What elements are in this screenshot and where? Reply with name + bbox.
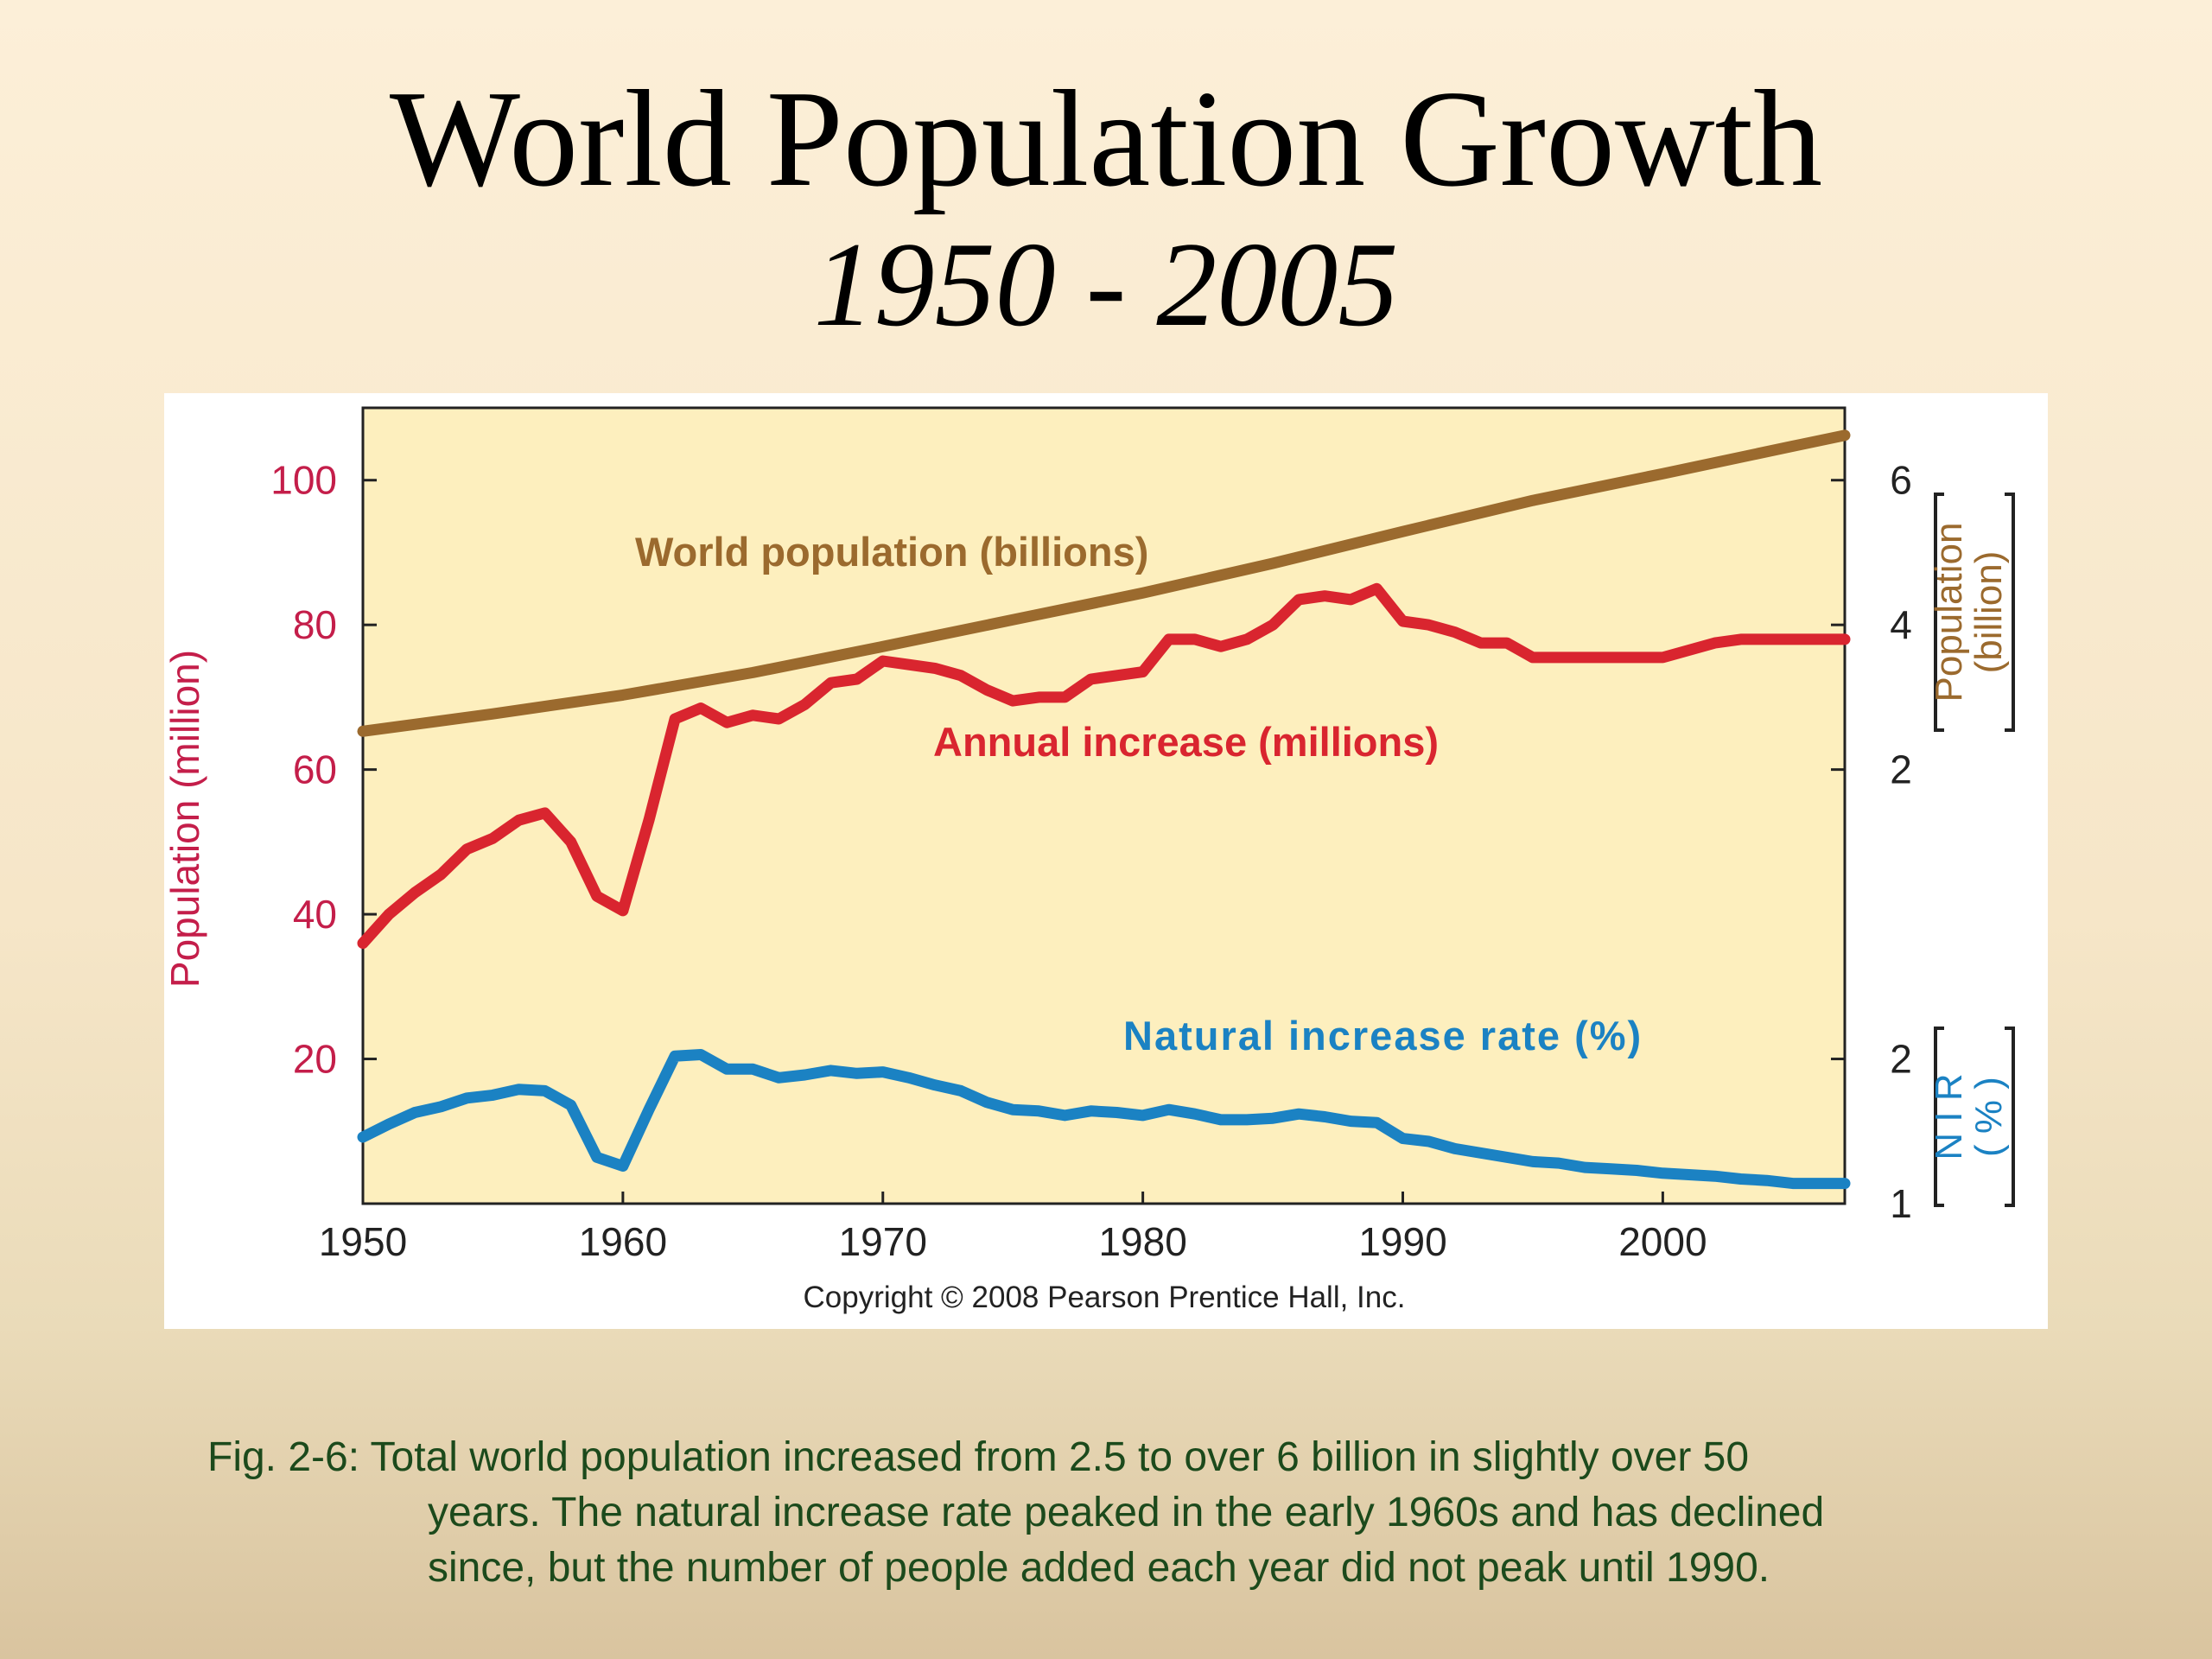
slide-subtitle: 1950 - 2005	[813, 218, 1399, 352]
world-population-line	[357, 429, 1851, 737]
x-tick-label: 1980	[1098, 1219, 1186, 1264]
figure-caption: Fig. 2-6: Total world population increas…	[207, 1430, 2108, 1596]
caption-line-2: years. The natural increase rate peaked …	[428, 1490, 1825, 1535]
plot-area	[361, 406, 1847, 1205]
caption-line-1: Fig. 2-6: Total world population increas…	[207, 1434, 1750, 1480]
population-axis-label-1: Population	[1928, 523, 1970, 702]
natural-increase-rate-annotation: Natural increase rate (%)	[1123, 1013, 1643, 1058]
nir-axis-label-1: N I R	[1928, 1073, 1970, 1160]
right-nir-tick-label: 2	[1890, 1037, 1912, 1082]
nir-bracket-right	[2005, 1027, 2015, 1207]
population-chart: 1950 1960 1970 1980 1990 2000 20 40 60 80 100 Popul…	[164, 406, 2015, 1314]
copyright-notice: Copyright © 2008 Pearson Prentice Hall, …	[804, 1281, 1406, 1314]
x-tick-label: 1960	[579, 1219, 667, 1264]
population-bracket-left	[1934, 493, 1944, 732]
x-tick-label: 1990	[1358, 1219, 1446, 1264]
population-bracket-right	[2005, 493, 2015, 732]
nir-axis-label-2: ( % )	[1967, 1077, 2010, 1157]
world-population-annotation: World population (billions)	[635, 529, 1148, 575]
nir-bracket-left	[1934, 1027, 1944, 1207]
x-tick-label: 1970	[839, 1219, 927, 1264]
annual-increase-line	[357, 582, 1851, 950]
right-nir-tick-label: 1	[1890, 1181, 1912, 1226]
right-pop-tick-label: 2	[1890, 747, 1912, 792]
right-pop-tick-label: 6	[1890, 458, 1912, 503]
left-tick-label: 20	[293, 1037, 337, 1082]
left-tick-label: 80	[293, 602, 337, 647]
annual-increase-annotation: Annual increase (millions)	[933, 719, 1439, 765]
caption-line-3: since, but the number of people added ea…	[428, 1545, 1770, 1591]
slide-title: World Population Growth	[389, 61, 1823, 215]
left-axis-label: Population (million)	[164, 650, 207, 988]
figure-panel: 1950 1960 1970 1980 1990 2000 20 40 60 80 100 Popul…	[164, 393, 2048, 1329]
natural-increase-rate-line	[357, 1049, 1851, 1190]
right-pop-tick-label: 4	[1890, 602, 1912, 647]
population-axis-label-2: (billion)	[1967, 551, 2010, 674]
x-tick-label: 1950	[319, 1219, 407, 1264]
x-tick-label: 2000	[1618, 1219, 1707, 1264]
left-tick-label: 40	[293, 892, 337, 937]
left-tick-label: 100	[270, 458, 337, 503]
left-tick-label: 60	[293, 747, 337, 792]
